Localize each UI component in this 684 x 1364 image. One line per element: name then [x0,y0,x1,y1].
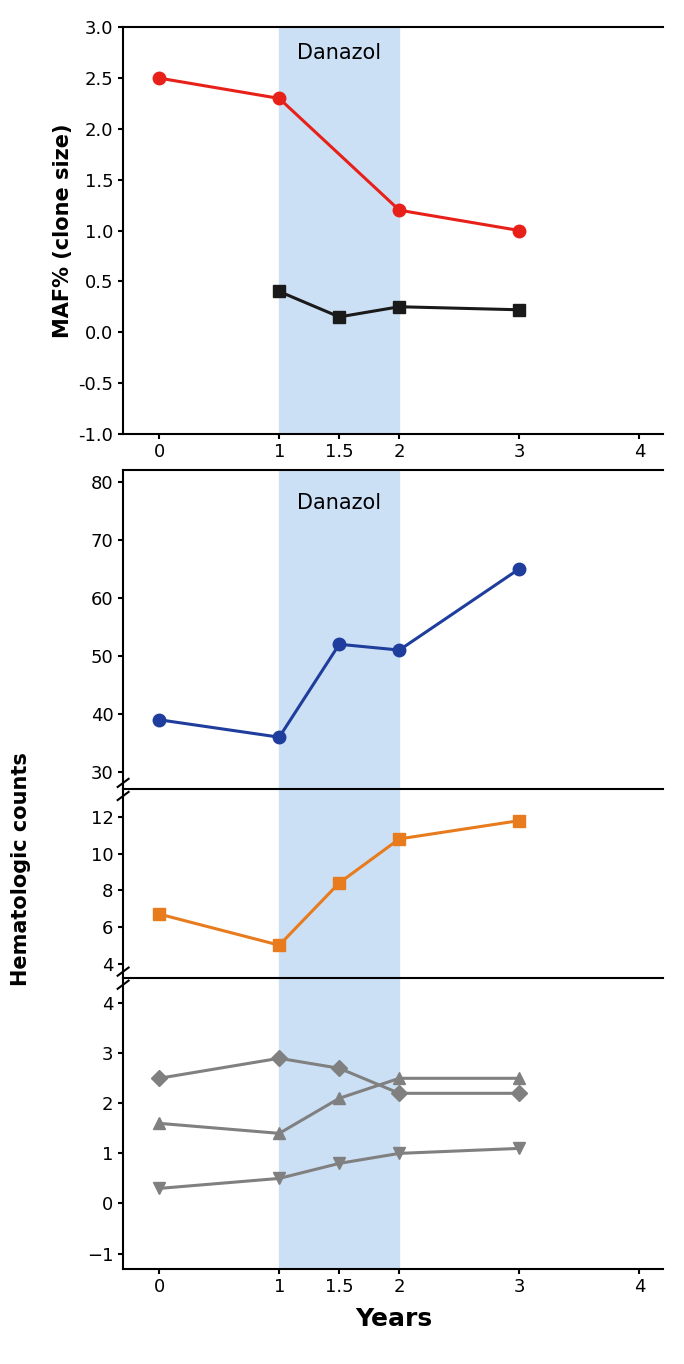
Bar [279,978,399,1269]
Bar [279,471,399,790]
Text: Danazol: Danazol [298,42,381,63]
Y-axis label: MAF% (clone size): MAF% (clone size) [53,123,73,338]
Bar [279,790,399,978]
Bar [279,27,399,434]
Text: Hematologic counts: Hematologic counts [10,753,31,986]
X-axis label: Years: Years [355,1307,432,1331]
Text: Danazol: Danazol [298,494,381,513]
